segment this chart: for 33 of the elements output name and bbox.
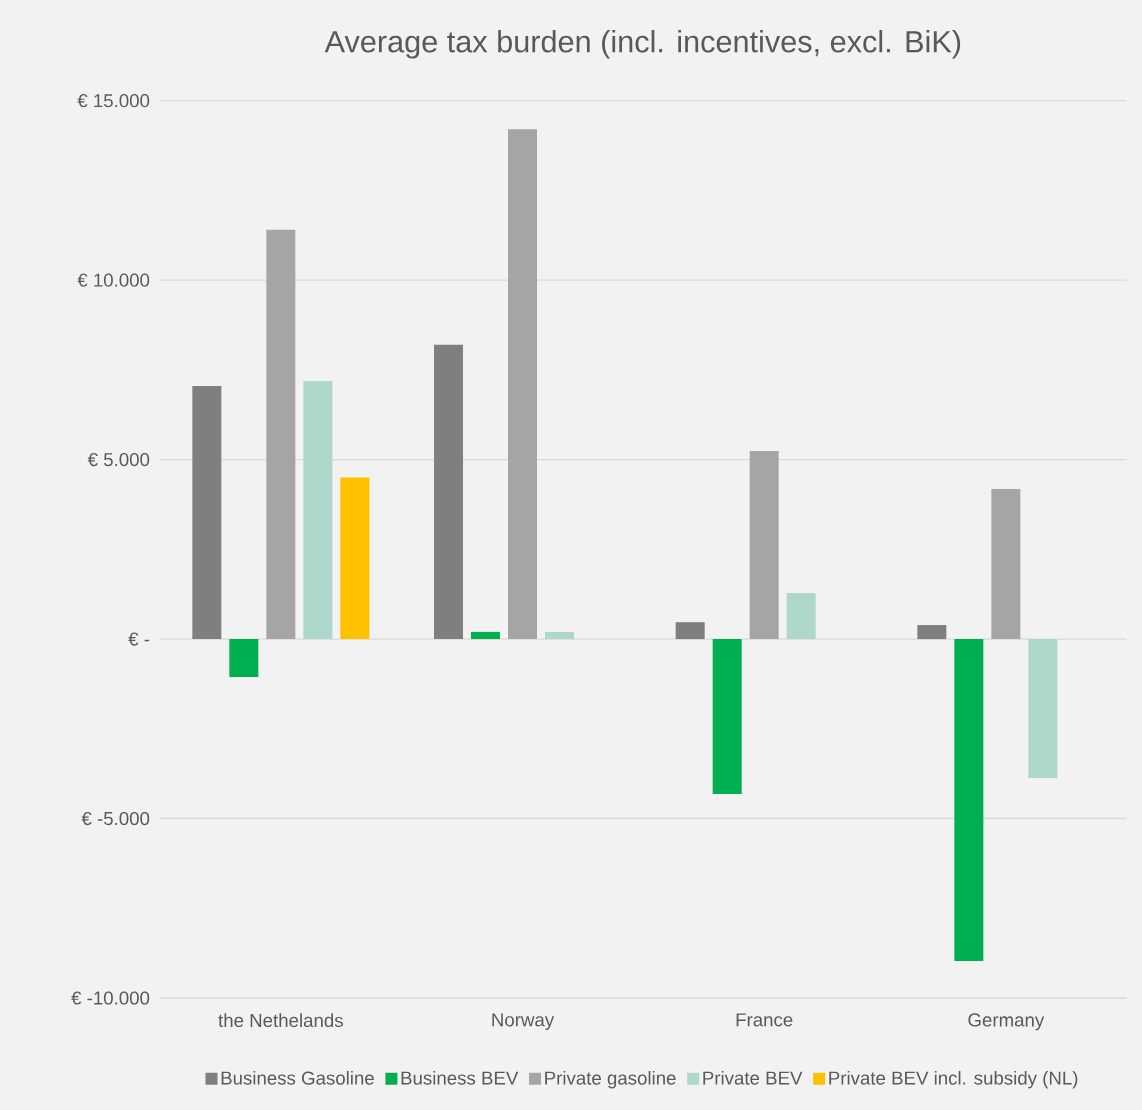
bar: [508, 129, 538, 640]
chart-title: Average tax burden (incl. incentives, excl. BiK): [324, 30, 961, 59]
bar: [266, 229, 296, 640]
bar: [471, 631, 501, 640]
x-tick-label: Germany: [968, 1013, 1045, 1031]
bar: [954, 639, 984, 962]
bar: [545, 631, 575, 640]
y-tick-label: € -: [128, 632, 150, 646]
bar: [749, 450, 779, 640]
bar: [229, 639, 259, 678]
legend-label: Business BEV: [401, 1070, 519, 1085]
x-tick-label: Norway: [492, 1013, 555, 1031]
bar: [192, 386, 222, 640]
bar: [434, 344, 464, 640]
legend-label: Private gasoline: [545, 1070, 676, 1089]
bar: [712, 639, 742, 795]
bar: [303, 380, 333, 640]
bar: [917, 625, 947, 640]
y-tick-label: € 5.000: [87, 452, 150, 467]
x-tick-label: the Nethelands: [218, 1013, 343, 1028]
y-tick-label: € -5.000: [81, 811, 150, 826]
bar: [991, 489, 1021, 640]
bar: [675, 622, 705, 640]
legend-label: Private BEV: [703, 1070, 803, 1085]
y-tick-label: € 10.000: [77, 273, 150, 287]
x-tick-label: France: [736, 1013, 793, 1027]
y-tick-label: € 15.000: [77, 94, 150, 108]
bar: [786, 593, 816, 640]
bar: [340, 477, 370, 640]
legend-label: Private BEV incl. subsidy (NL): [829, 1070, 1078, 1089]
legend-label: Business Gasoline: [221, 1070, 374, 1085]
bar: [1028, 639, 1058, 778]
y-tick-label: € -10.000: [71, 991, 150, 1005]
